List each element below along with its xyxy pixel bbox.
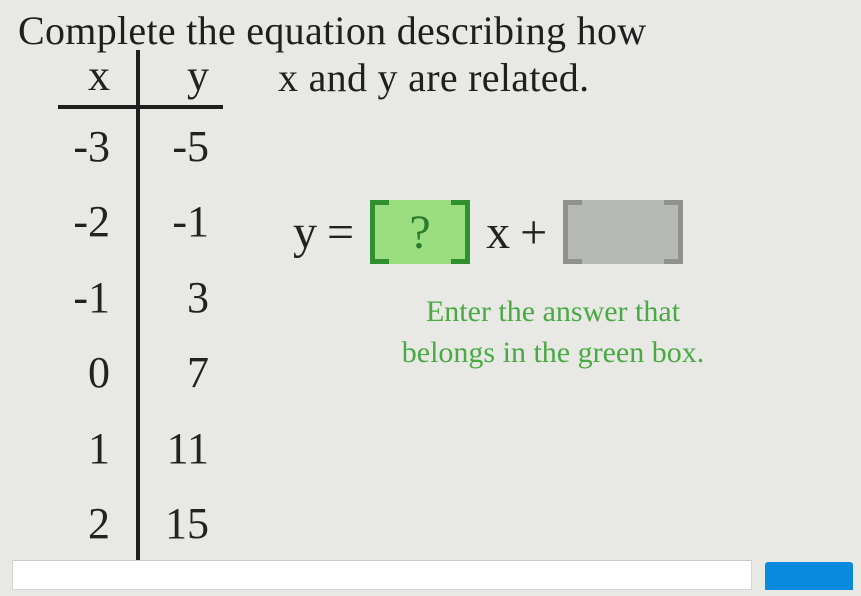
question-title-line1: Complete the equation describing how bbox=[18, 8, 843, 54]
intercept-input-box[interactable] bbox=[563, 200, 683, 264]
cell-x: 1 bbox=[58, 411, 138, 486]
equation-x: x bbox=[486, 205, 510, 260]
equation-plus: + bbox=[520, 205, 547, 260]
cell-y: 7 bbox=[138, 335, 223, 410]
hint-text: Enter the answer that belongs in the gre… bbox=[293, 292, 843, 373]
unknown-placeholder: ? bbox=[409, 205, 430, 260]
equation-y: y bbox=[293, 205, 317, 260]
hint-line2: belongs in the green box. bbox=[293, 333, 813, 374]
answer-input[interactable] bbox=[12, 560, 752, 590]
hint-line1: Enter the answer that bbox=[293, 292, 813, 333]
cell-x: 0 bbox=[58, 335, 138, 410]
equation-equals: = bbox=[327, 205, 354, 260]
equation: y = ? x + bbox=[293, 200, 843, 264]
table-row: 2 15 bbox=[58, 486, 223, 561]
table-row: -1 3 bbox=[58, 260, 223, 335]
table-header-x: x bbox=[58, 50, 138, 107]
table-row: -3 -5 bbox=[58, 107, 223, 184]
cell-y: 3 bbox=[138, 260, 223, 335]
table-row: 1 11 bbox=[58, 411, 223, 486]
cell-y: -1 bbox=[138, 184, 223, 259]
cell-y: 15 bbox=[138, 486, 223, 561]
table-header-y: y bbox=[138, 50, 223, 107]
cell-x: 2 bbox=[58, 486, 138, 561]
submit-button[interactable] bbox=[765, 562, 853, 590]
cell-x: -2 bbox=[58, 184, 138, 259]
table-row: 0 7 bbox=[58, 335, 223, 410]
xy-table: x y -3 -5 -2 -1 -1 3 0 7 bbox=[18, 50, 223, 561]
cell-x: -1 bbox=[58, 260, 138, 335]
cell-y: -5 bbox=[138, 107, 223, 184]
slope-input-box[interactable]: ? bbox=[370, 200, 470, 264]
cell-y: 11 bbox=[138, 411, 223, 486]
cell-x: -3 bbox=[58, 107, 138, 184]
table-row: -2 -1 bbox=[58, 184, 223, 259]
